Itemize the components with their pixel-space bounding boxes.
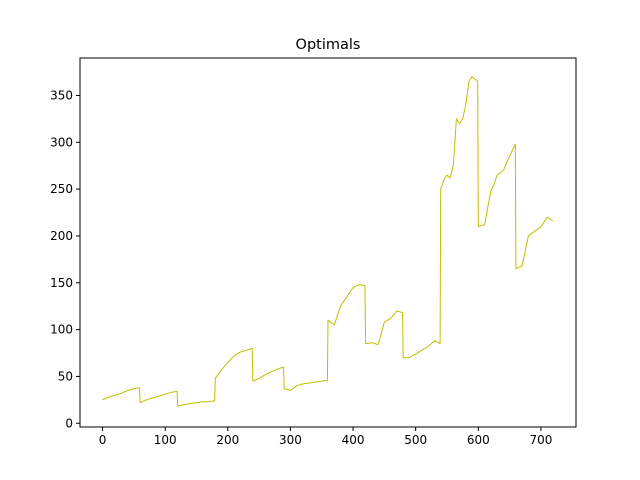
series-line-0 — [102, 76, 554, 407]
x-tick-label-300: 300 — [279, 433, 302, 447]
y-tick-label-250: 250 — [50, 182, 73, 196]
x-tick-label-100: 100 — [154, 433, 177, 447]
y-tick-label-350: 350 — [50, 88, 73, 102]
chart-title: Optimals — [296, 37, 361, 53]
axes-frame — [79, 57, 577, 428]
y-tick-label-200: 200 — [50, 229, 73, 243]
x-tick-label-600: 600 — [467, 433, 490, 447]
plot-area — [79, 57, 577, 428]
x-tick-label-700: 700 — [529, 433, 552, 447]
x-axis: 0 100 200 300 400 500 600 700 — [99, 427, 552, 447]
y-axis: 0 50 100 150 200 250 300 350 — [50, 88, 80, 430]
y-tick-label-50: 50 — [58, 369, 73, 383]
y-tick-label-0: 0 — [65, 416, 73, 430]
x-tick-label-400: 400 — [342, 433, 365, 447]
x-tick-label-200: 200 — [216, 433, 239, 447]
x-tick-label-0: 0 — [99, 433, 107, 447]
y-tick-label-100: 100 — [50, 323, 73, 337]
x-tick-label-500: 500 — [404, 433, 427, 447]
y-tick-label-150: 150 — [50, 276, 73, 290]
y-tick-label-300: 300 — [50, 135, 73, 149]
